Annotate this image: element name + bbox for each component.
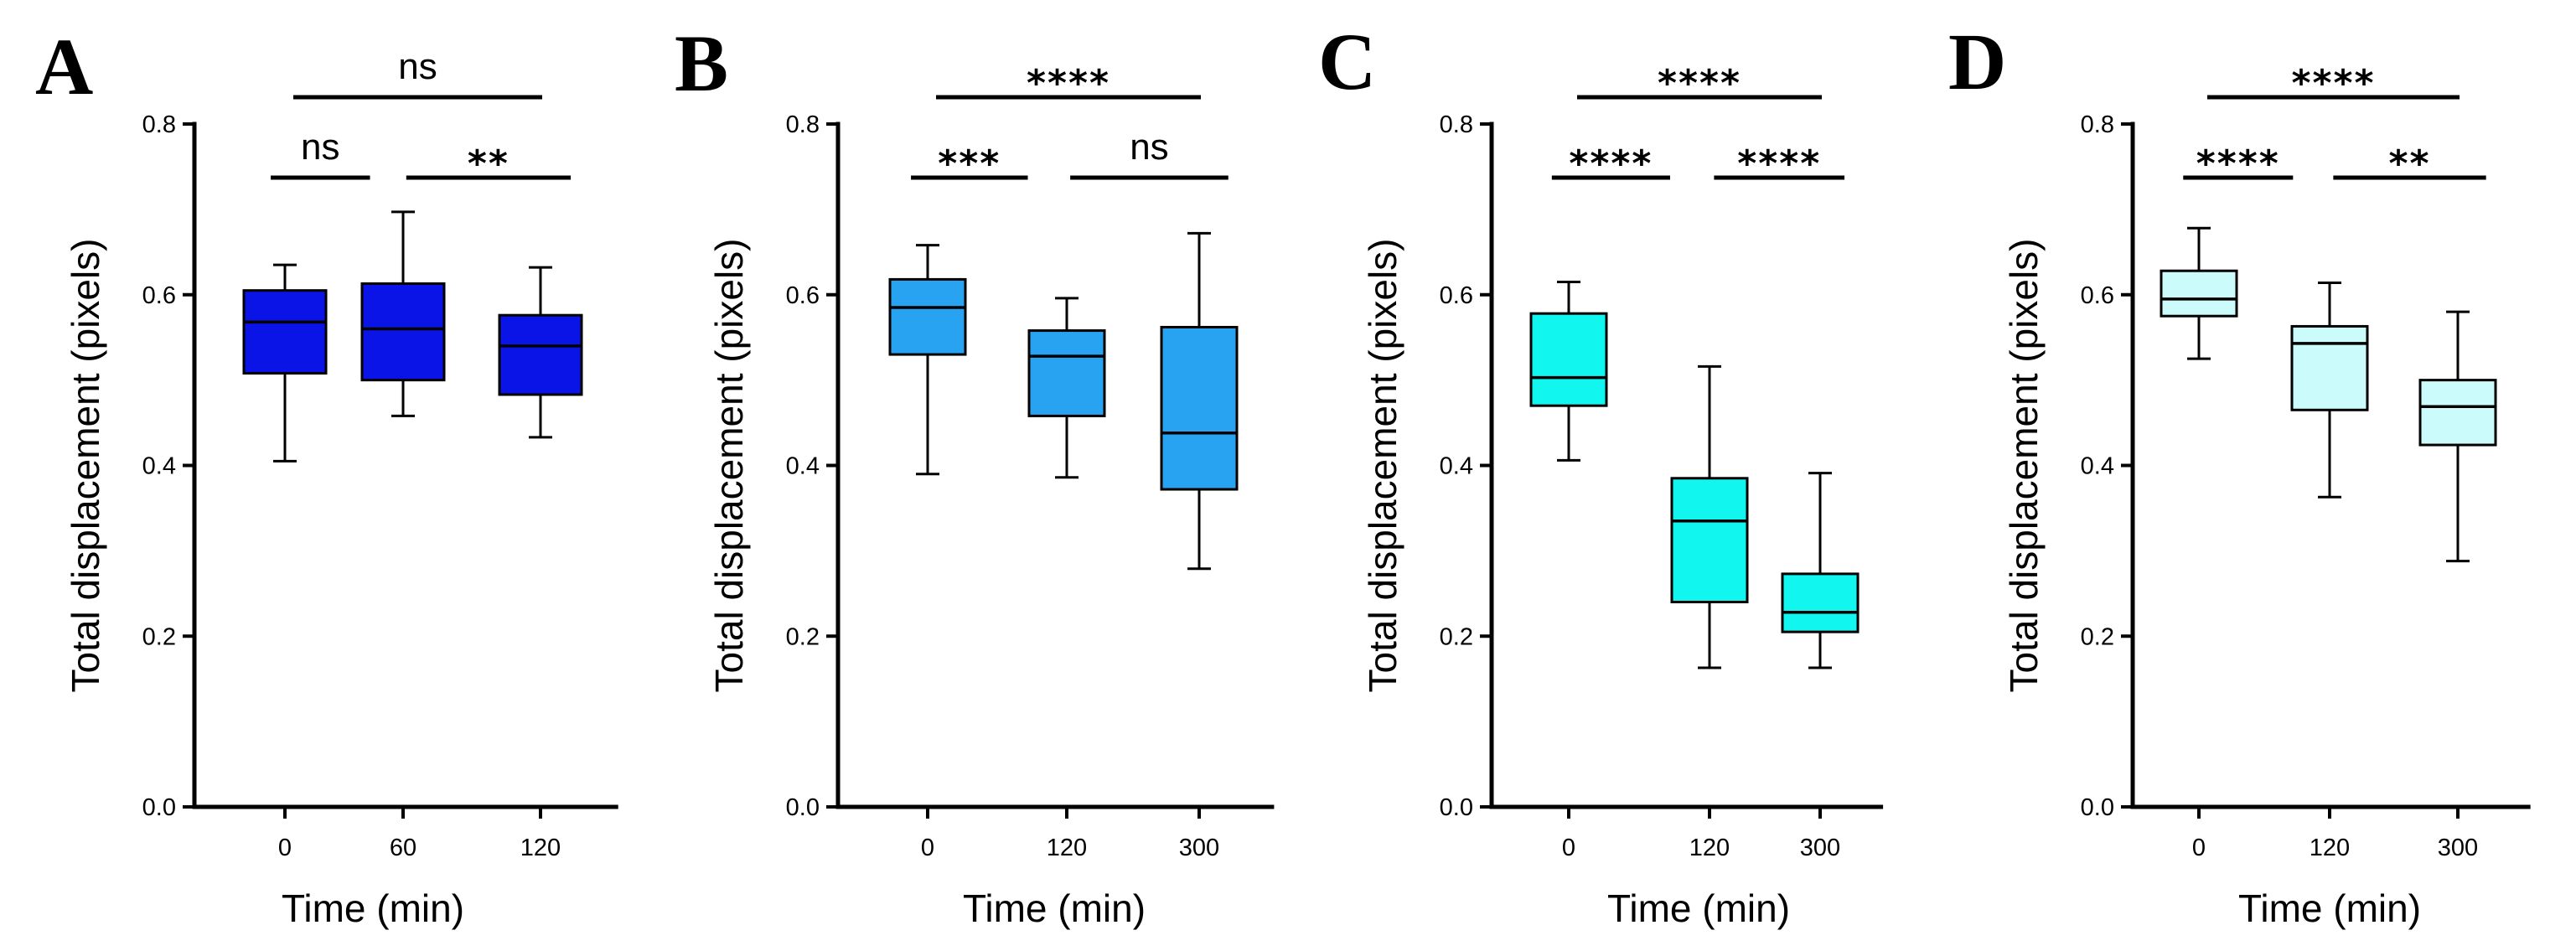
significance-bracket: **** <box>2183 142 2294 185</box>
iqr-box <box>242 289 328 375</box>
panel-a: A 0.0 0.2 0.4 0.6 0.8 Total displacement (pixe… <box>35 22 618 930</box>
box-0 <box>2160 226 2238 360</box>
box-300 <box>1160 231 1239 571</box>
x-tick-label: 120 <box>1047 835 1087 861</box>
x-tick-label: 0 <box>1562 835 1575 861</box>
y-tick-label: 0.0 <box>786 794 820 821</box>
y-tick-label: 0.2 <box>142 623 176 650</box>
iqr-box <box>1781 572 1860 633</box>
iqr-box <box>2290 324 2369 411</box>
significance-label: **** <box>1658 62 1741 105</box>
x-tick-label: 0 <box>278 835 292 861</box>
significance-bracket: *** <box>911 142 1028 185</box>
box-120 <box>1027 297 1106 479</box>
significance-label: **** <box>1569 142 1653 185</box>
panel-letter: A <box>35 22 93 111</box>
x-tick-label: 300 <box>1800 835 1840 861</box>
y-tick-label: 0.2 <box>2081 623 2114 650</box>
box-300 <box>2418 310 2497 563</box>
iqr-box <box>1160 325 1239 491</box>
iqr-box <box>888 277 967 356</box>
y-tick-label: 0.8 <box>786 111 820 138</box>
box-300 <box>1781 472 1860 669</box>
y-axis-title: Total displacement (pixels) <box>64 238 107 692</box>
y-tick-label: 0.6 <box>142 282 176 309</box>
iqr-box <box>1529 312 1608 407</box>
significance-label: *** <box>938 142 1001 185</box>
x-tick-label: 120 <box>1689 835 1730 861</box>
box-60 <box>360 210 446 417</box>
panel-letter: D <box>1948 17 2006 106</box>
panel-letter: C <box>1318 17 1376 106</box>
x-axis-title: Time (min) <box>1607 886 1790 930</box>
y-axis-title: Total displacement (pixels) <box>1361 238 1404 692</box>
significance-bracket: ns <box>271 127 370 180</box>
y-tick-label: 0.8 <box>2081 111 2114 138</box>
box-120 <box>1670 364 1749 669</box>
significance-label: ns <box>398 46 437 87</box>
x-axis-title: Time (min) <box>963 886 1146 930</box>
y-tick-label: 0.4 <box>142 453 176 480</box>
significance-bracket: **** <box>2207 62 2460 105</box>
panel-letter: B <box>675 18 728 108</box>
y-tick-label: 0.8 <box>1440 111 1473 138</box>
panel-c: C 0.0 0.2 0.4 0.6 0.8 Total displacement (pixe… <box>1318 17 1884 930</box>
x-axis-title: Time (min) <box>282 886 464 930</box>
significance-label: **** <box>1027 62 1110 105</box>
significance-bracket: ns <box>1070 127 1229 180</box>
iqr-box <box>360 282 446 382</box>
significance-bracket: ns <box>293 46 542 100</box>
significance-label: ** <box>2388 142 2430 185</box>
significance-label: **** <box>1737 142 1821 185</box>
y-axis-title: Total displacement (pixels) <box>2002 238 2046 692</box>
significance-label: ns <box>1130 127 1168 168</box>
iqr-box <box>2418 379 2497 447</box>
box-120 <box>2290 281 2369 499</box>
y-tick-label: 0.4 <box>786 453 820 480</box>
significance-label: ** <box>468 142 510 185</box>
significance-label: **** <box>2291 62 2375 105</box>
x-tick-label: 300 <box>2438 835 2478 861</box>
x-tick-label: 120 <box>520 835 561 861</box>
box-0 <box>1529 280 1608 462</box>
y-tick-label: 0.6 <box>2081 282 2114 309</box>
significance-bracket: ** <box>406 142 572 185</box>
y-tick-label: 0.4 <box>2081 453 2114 480</box>
x-tick-label: 120 <box>2310 835 2350 861</box>
iqr-box <box>1670 477 1749 603</box>
y-tick-label: 0.8 <box>142 111 176 138</box>
significance-bracket: **** <box>1714 142 1845 185</box>
iqr-box <box>2160 269 2238 318</box>
significance-bracket: **** <box>936 62 1201 105</box>
y-tick-label: 0.0 <box>2081 794 2114 821</box>
panel-d: D 0.0 0.2 0.4 0.6 0.8 Total displacement (pixe… <box>1948 17 2531 930</box>
y-tick-label: 0.2 <box>1440 623 1473 650</box>
significance-bracket: **** <box>1551 142 1670 185</box>
y-tick-label: 0.0 <box>142 794 176 821</box>
significance-bracket: **** <box>1577 62 1822 105</box>
significance-label: **** <box>2196 142 2280 185</box>
y-tick-label: 0.0 <box>1440 794 1473 821</box>
significance-label: ns <box>301 127 339 168</box>
iqr-box <box>498 313 583 396</box>
x-axis-title: Time (min) <box>2238 886 2421 930</box>
y-axis-title: Total displacement (pixels) <box>707 238 751 692</box>
y-tick-label: 0.4 <box>1440 453 1473 480</box>
box-120 <box>498 266 583 439</box>
box-0 <box>242 263 328 463</box>
iqr-box <box>1027 329 1106 417</box>
x-tick-label: 60 <box>390 835 416 861</box>
y-tick-label: 0.2 <box>786 623 820 650</box>
x-tick-label: 300 <box>1179 835 1219 861</box>
x-tick-label: 0 <box>921 835 934 861</box>
significance-bracket: ** <box>2333 142 2486 185</box>
y-tick-label: 0.6 <box>1440 282 1473 309</box>
box-0 <box>888 244 967 476</box>
y-tick-label: 0.6 <box>786 282 820 309</box>
x-tick-label: 0 <box>2192 835 2206 861</box>
panel-b: B 0.0 0.2 0.4 0.6 0.8 Total displacement (pixe… <box>675 18 1275 930</box>
